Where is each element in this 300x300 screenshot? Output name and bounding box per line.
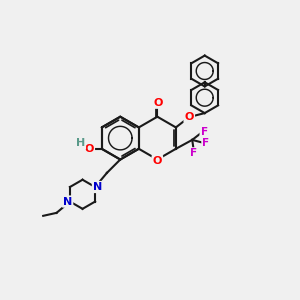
Text: N: N bbox=[93, 182, 102, 192]
Text: O: O bbox=[153, 156, 162, 166]
Text: F: F bbox=[190, 148, 197, 158]
Text: O: O bbox=[184, 112, 194, 122]
Text: F: F bbox=[201, 128, 208, 137]
Text: N: N bbox=[63, 196, 72, 207]
Text: O: O bbox=[85, 144, 94, 154]
Text: F: F bbox=[202, 138, 209, 148]
Text: H: H bbox=[76, 139, 85, 148]
Text: O: O bbox=[153, 98, 163, 108]
